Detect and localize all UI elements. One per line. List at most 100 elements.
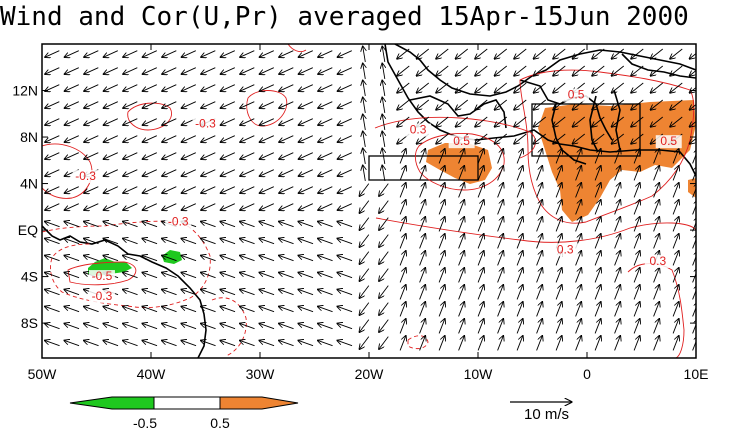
wind-vector [239,323,255,330]
wind-vector [497,200,504,215]
wind-vector [533,82,547,93]
wind-vector [399,166,406,181]
wind-vector [220,84,235,92]
wind-vector [142,238,158,245]
contour-label-background [88,289,115,303]
wind-vector [650,82,664,93]
wind-vector [122,306,138,313]
wind-vector [83,255,99,262]
wind-vector [123,50,138,58]
wind-vector [44,221,60,228]
wind-vector [162,186,177,194]
wind-vector [359,251,370,265]
wind-vector [200,221,216,228]
wind-vector [382,131,385,147]
contour-label: 0.3 [410,123,427,137]
contour-label-background [88,270,115,284]
wind-vector [220,169,235,177]
wind-vector [399,149,406,164]
wind-vector [181,323,197,330]
wind-vector [572,133,586,144]
wind-vector [162,152,177,160]
wind-vector [497,319,504,334]
wind-vector [239,289,255,296]
wind-vector [318,67,333,75]
wind-vector [337,169,352,177]
wind-vector [337,340,353,347]
wind-vector [458,183,465,198]
wind-vector [516,183,523,198]
wind-vector [359,285,370,299]
wind-vector [575,319,582,334]
wind-vector [419,166,426,181]
wind-vector [653,149,660,164]
wind-vector [494,133,508,144]
wind-vector [317,255,333,262]
lat-tick-label: 8N [20,129,38,145]
wind-vector [44,306,60,313]
wind-vector [337,272,353,279]
wind-vector [103,50,118,58]
contour-label-background [72,170,99,184]
wind-vector [553,82,566,93]
wind-vector [653,217,660,232]
wind-vector [494,65,508,76]
wind-vector [103,255,119,262]
wind-vector [279,101,294,109]
wind-vector [614,217,621,232]
wind-vector [611,82,625,93]
contour-label: 0.5 [453,134,470,148]
wind-vector [220,101,235,109]
wind-vector [516,268,523,283]
wind-vector [318,152,333,160]
wind-vector [64,135,79,143]
wind-vector [416,65,430,76]
wind-vector [419,268,426,283]
wind-vector [572,99,586,110]
wind-vector [672,251,679,266]
wind-vector [240,67,255,75]
wind-vector [298,118,313,126]
wind-vector [536,285,543,300]
map-title: Wind and Cor(U,Pr) averaged 15Apr-15Jun … [0,2,689,32]
colorbar: -0.5 0.5 [69,396,299,430]
wind-vector [614,200,621,215]
contour-label: -0.5 [92,269,113,283]
wind-vector [278,306,294,313]
wind-vector [161,306,177,313]
wind-vector [359,234,370,248]
wind-vector [240,169,255,177]
wind-vector [279,118,294,126]
wind-vector [475,133,488,144]
wind-vector [594,183,601,198]
wind-vector [64,203,79,211]
wind-vector [103,186,118,194]
wind-vector [533,116,547,127]
wind-vector [516,319,523,334]
wind-vector [359,302,370,316]
lon-tick-label: 50W [28,366,58,382]
wind-vector [123,84,138,92]
wind-vector [259,306,275,313]
wind-vector [631,116,644,127]
wind-vector [64,272,80,279]
wind-vector [83,306,99,313]
wind-vector [382,148,385,164]
wind-vector [633,336,640,351]
wind-vector [399,319,406,334]
wind-vector [458,268,465,283]
wind-vector [142,101,157,109]
wind-vector [650,99,664,110]
wind-vector [337,135,352,143]
wind-vector [477,251,484,266]
wind-vector [123,135,138,143]
wind-vector [200,306,216,313]
wind-vector [317,221,333,228]
region-boxes [368,103,641,181]
wind-vector [317,289,333,296]
wind-vector [670,116,683,127]
wind-vector [84,186,99,194]
wind-vector [399,336,406,351]
axis-ticks [41,44,697,358]
